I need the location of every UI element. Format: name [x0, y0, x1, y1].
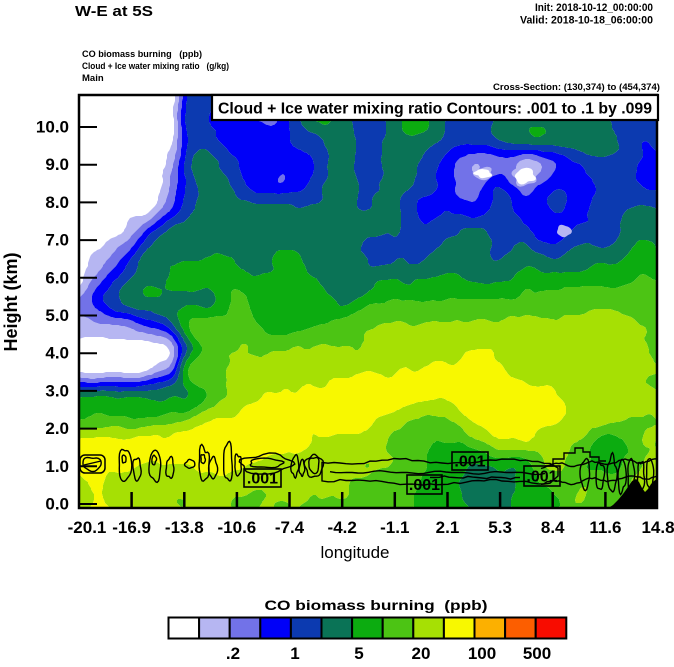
svg-text:1: 1 [290, 644, 299, 663]
svg-text:3.0: 3.0 [45, 381, 69, 400]
svg-text:5: 5 [354, 644, 363, 663]
svg-text:-7.4: -7.4 [275, 518, 305, 537]
svg-text:20: 20 [412, 644, 431, 663]
svg-text:7.0: 7.0 [45, 231, 69, 250]
svg-text:Main: Main [82, 73, 104, 84]
svg-text:-13.8: -13.8 [165, 518, 204, 537]
svg-text:-20.1: -20.1 [68, 518, 107, 537]
svg-text:-16.9: -16.9 [112, 518, 151, 537]
svg-text:2.0: 2.0 [45, 419, 69, 438]
svg-text:10.0: 10.0 [36, 118, 69, 137]
svg-text:Cloud + Ice water mixing ratio: Cloud + Ice water mixing ratio (g/kg) [82, 61, 229, 72]
svg-text:100: 100 [468, 644, 496, 663]
svg-text:.001: .001 [454, 454, 485, 471]
svg-text:2.1: 2.1 [436, 518, 460, 537]
svg-text:14.8: 14.8 [641, 518, 674, 537]
svg-text:0.0: 0.0 [45, 495, 69, 514]
svg-text:CO biomass burning (ppb): CO biomass burning (ppb) [265, 597, 488, 613]
svg-text:Cloud + Ice water mixing ratio: Cloud + Ice water mixing ratio Contours:… [218, 101, 652, 118]
svg-text:500: 500 [523, 644, 551, 663]
svg-text:5.3: 5.3 [488, 518, 512, 537]
svg-text:.001: .001 [409, 477, 440, 494]
svg-text:.2: .2 [226, 644, 240, 663]
svg-text:Valid: 2018-10-18_06:00:00: Valid: 2018-10-18_06:00:00 [520, 15, 653, 27]
svg-text:.001: .001 [526, 469, 557, 486]
svg-text:-1.1: -1.1 [380, 518, 409, 537]
svg-text:8.0: 8.0 [45, 193, 69, 212]
svg-text:CO biomass burning (ppb): CO biomass burning (ppb) [82, 49, 202, 60]
svg-text:11.6: 11.6 [589, 518, 621, 537]
svg-text:Height (km): Height (km) [1, 252, 21, 351]
svg-text:6.0: 6.0 [45, 268, 69, 287]
svg-text:8.4: 8.4 [541, 518, 565, 537]
svg-text:-4.2: -4.2 [328, 518, 357, 537]
svg-text:5.0: 5.0 [45, 306, 69, 325]
svg-text:.001: .001 [247, 471, 278, 488]
svg-text:W-E at 5S: W-E at 5S [75, 3, 153, 20]
svg-text:1.0: 1.0 [45, 457, 69, 476]
svg-text:Cross-Section: (130,374) to (4: Cross-Section: (130,374) to (454,374) [493, 82, 660, 93]
svg-text:-10.6: -10.6 [218, 518, 257, 537]
svg-text:9.0: 9.0 [45, 155, 69, 174]
svg-text:4.0: 4.0 [45, 344, 69, 363]
svg-text:longitude: longitude [320, 543, 389, 562]
svg-text:Init: 2018-10-12_00:00:00: Init: 2018-10-12_00:00:00 [535, 2, 653, 14]
